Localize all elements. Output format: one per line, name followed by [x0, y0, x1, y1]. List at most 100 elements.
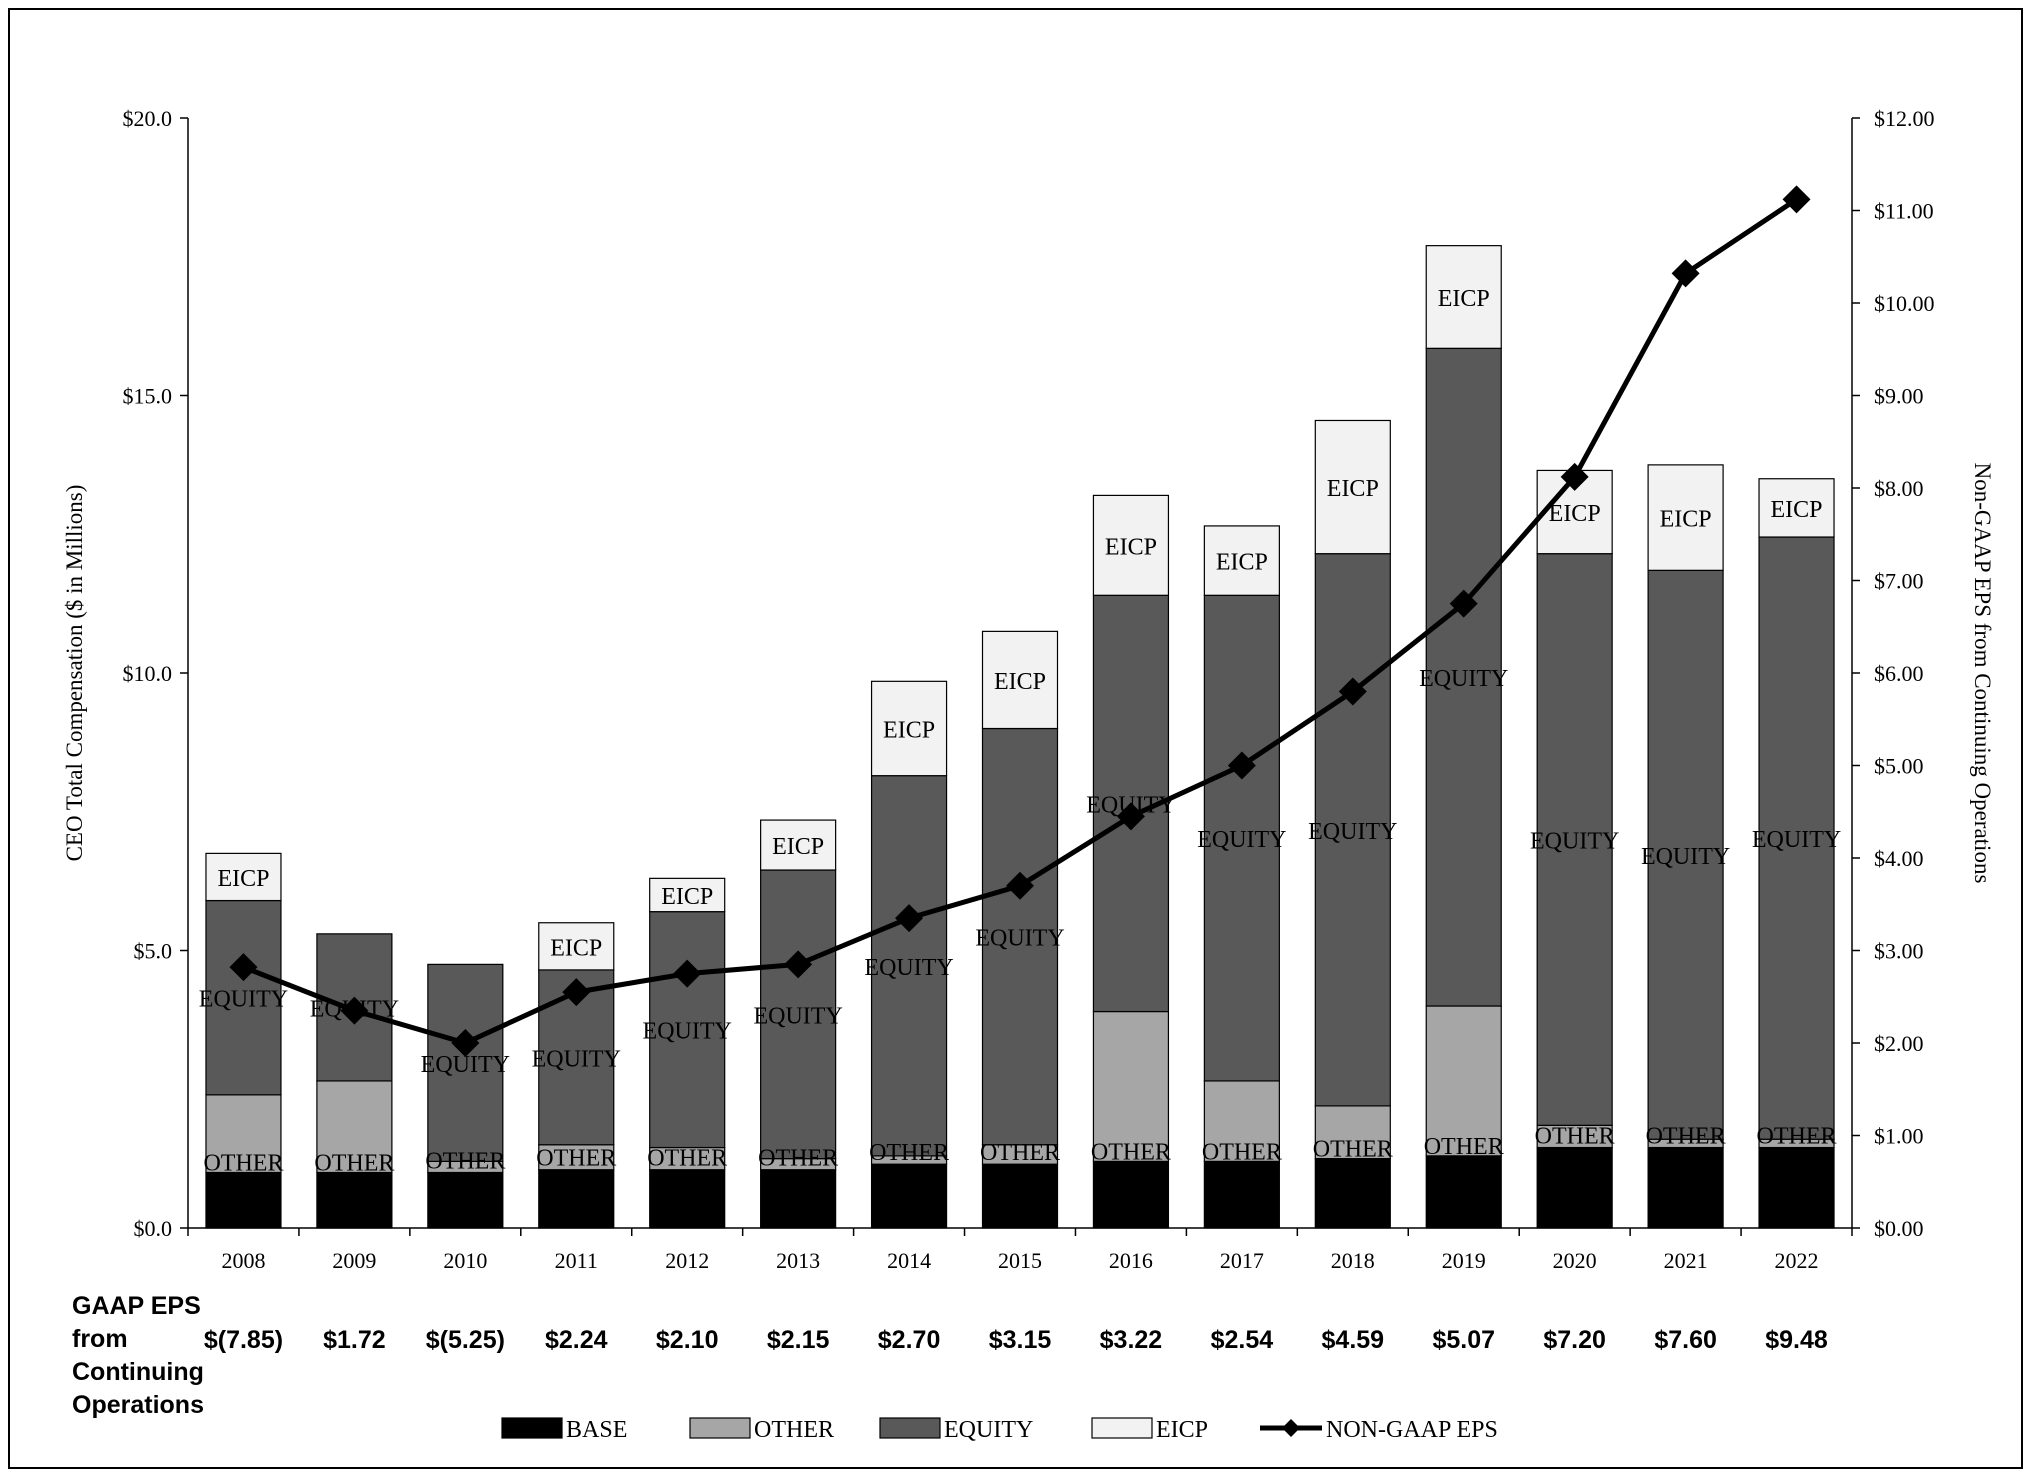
bar-base-segment — [1647, 1146, 1724, 1229]
segment-label-eicp: EICP — [217, 866, 269, 892]
segment-label-other: OTHER — [203, 1151, 283, 1177]
bars — [205, 245, 1835, 1229]
segment-label-eicp: EICP — [1216, 550, 1268, 576]
bar-eicp-segment — [538, 922, 615, 971]
segment-label-equity: EQUITY — [1419, 666, 1508, 692]
segment-label-eicp: EICP — [1660, 507, 1712, 533]
eps-point — [451, 1029, 480, 1057]
segment-label-equity: EQUITY — [864, 955, 953, 981]
segment-label-other: OTHER — [647, 1146, 727, 1172]
bar-eicp-segment — [205, 852, 282, 902]
bar-base-segment — [427, 1171, 504, 1229]
bar-equity-segment — [870, 775, 948, 1157]
x-tick-label: 2014 — [887, 1248, 931, 1273]
eps-point — [1116, 802, 1145, 831]
segment-label-eicp: EICP — [772, 834, 824, 860]
bar-base-segment — [760, 1169, 837, 1229]
gaap-eps-value: $(7.85) — [204, 1326, 283, 1354]
bar-base-segment — [1425, 1155, 1502, 1229]
legend-label: BASE — [566, 1417, 627, 1443]
eps-line — [229, 185, 1811, 1057]
gaap-eps-value: $1.72 — [323, 1326, 386, 1354]
left-tick-label: $20.0 — [123, 106, 173, 131]
bar-eicp-segment — [981, 630, 1059, 730]
gaap-eps-value: $2.15 — [767, 1326, 830, 1354]
segment-label-other: OTHER — [1757, 1124, 1837, 1150]
gaap-eps-row-label: GAAP EPS — [72, 1292, 201, 1320]
left-tick-label: $15.0 — [123, 384, 173, 409]
bar-base-segment — [870, 1163, 948, 1229]
left-tick-label: $5.0 — [134, 939, 173, 964]
bar-base-segment — [1314, 1158, 1391, 1229]
gaap-eps-value: $3.15 — [989, 1326, 1052, 1354]
bar-equity-segment — [760, 869, 837, 1160]
segment-label-other: OTHER — [758, 1146, 838, 1172]
bar-equity-segment — [1203, 594, 1280, 1082]
gaap-eps-value: $2.24 — [545, 1326, 608, 1354]
left-tick-label: $0.0 — [134, 1216, 173, 1241]
gaap-eps-row: GAAP EPS from Continuing Operations $(7.85) $… — [72, 1292, 1828, 1419]
legend-label: EICP — [1156, 1417, 1208, 1443]
x-tick-label: 2010 — [443, 1248, 487, 1273]
eps-point — [1227, 751, 1256, 780]
bar-eicp-segment — [649, 877, 726, 913]
bar-base-segment — [1203, 1160, 1280, 1229]
eps-point — [1006, 871, 1034, 900]
segment-label-other: OTHER — [425, 1149, 505, 1175]
x-tick-label: 2017 — [1220, 1248, 1264, 1273]
segment-label-equity: EQUITY — [643, 1019, 732, 1045]
legend-swatch — [689, 1417, 751, 1439]
segment-label-equity: EQUITY — [1530, 829, 1619, 855]
gaap-eps-value: $5.07 — [1432, 1326, 1495, 1354]
bar-other-segment — [1203, 1080, 1280, 1163]
segment-label-other: OTHER — [1313, 1137, 1393, 1163]
segment-label-other: OTHER — [980, 1140, 1060, 1166]
x-tick-label: 2015 — [998, 1248, 1042, 1273]
segment-label-equity: EQUITY — [1308, 819, 1397, 845]
bar-other-segment — [1425, 1005, 1502, 1157]
x-tick-label: 2021 — [1664, 1248, 1708, 1273]
bar-equity-segment — [1647, 569, 1724, 1140]
segment-label-eicp: EICP — [883, 718, 935, 744]
bar-base-segment — [1758, 1146, 1835, 1229]
x-tick-label: 2011 — [555, 1248, 598, 1273]
segment-label-other: OTHER — [1202, 1139, 1282, 1165]
x-tick-label: 2012 — [665, 1248, 709, 1273]
legend: BASE OTHER EQUITY EICP NON-GAAP EPS — [501, 1417, 1498, 1443]
segment-label-eicp: EICP — [550, 935, 602, 961]
gaap-eps-value: $(5.25) — [426, 1326, 505, 1354]
segment-label-eicp: EICP — [1438, 286, 1490, 312]
segment-label-other: OTHER — [1424, 1134, 1504, 1160]
legend-label: OTHER — [754, 1417, 834, 1443]
bar-eicp-segment — [1425, 245, 1502, 349]
bar-equity-segment — [1425, 347, 1502, 1007]
legend-swatch — [1091, 1417, 1153, 1439]
right-tick-label: $3.00 — [1874, 939, 1924, 964]
eps-point — [895, 904, 924, 933]
eps-point — [1338, 677, 1367, 706]
right-tick-label: $6.00 — [1874, 661, 1924, 686]
bar-other-segment — [316, 1080, 393, 1174]
right-tick-label: $4.00 — [1874, 846, 1924, 871]
bar-base-segment — [649, 1169, 726, 1229]
segment-label-other: OTHER — [1535, 1124, 1615, 1150]
segment-label-eicp: EICP — [1549, 501, 1601, 527]
gaap-eps-value: $7.20 — [1543, 1326, 1606, 1354]
eps-point — [673, 959, 702, 988]
right-tick-label: $9.00 — [1874, 384, 1924, 409]
bar-eicp-segment — [1314, 419, 1391, 555]
right-tick-label: $8.00 — [1874, 476, 1924, 501]
x-tick-label: 2016 — [1109, 1248, 1153, 1273]
legend-swatch — [501, 1417, 563, 1439]
bar-eicp-segment — [1092, 494, 1170, 596]
bar-eicp-segment — [1203, 525, 1280, 596]
eps-point — [784, 950, 813, 979]
x-tick-label: 2019 — [1442, 1248, 1486, 1273]
bar-eicp-segment — [870, 680, 948, 777]
bar-base-segment — [205, 1171, 282, 1229]
segment-label-equity: EQUITY — [532, 1046, 621, 1072]
chart-frame — [8, 8, 2023, 1469]
bar-base-segment — [1536, 1146, 1613, 1229]
bar-other-segment — [1092, 1010, 1170, 1162]
